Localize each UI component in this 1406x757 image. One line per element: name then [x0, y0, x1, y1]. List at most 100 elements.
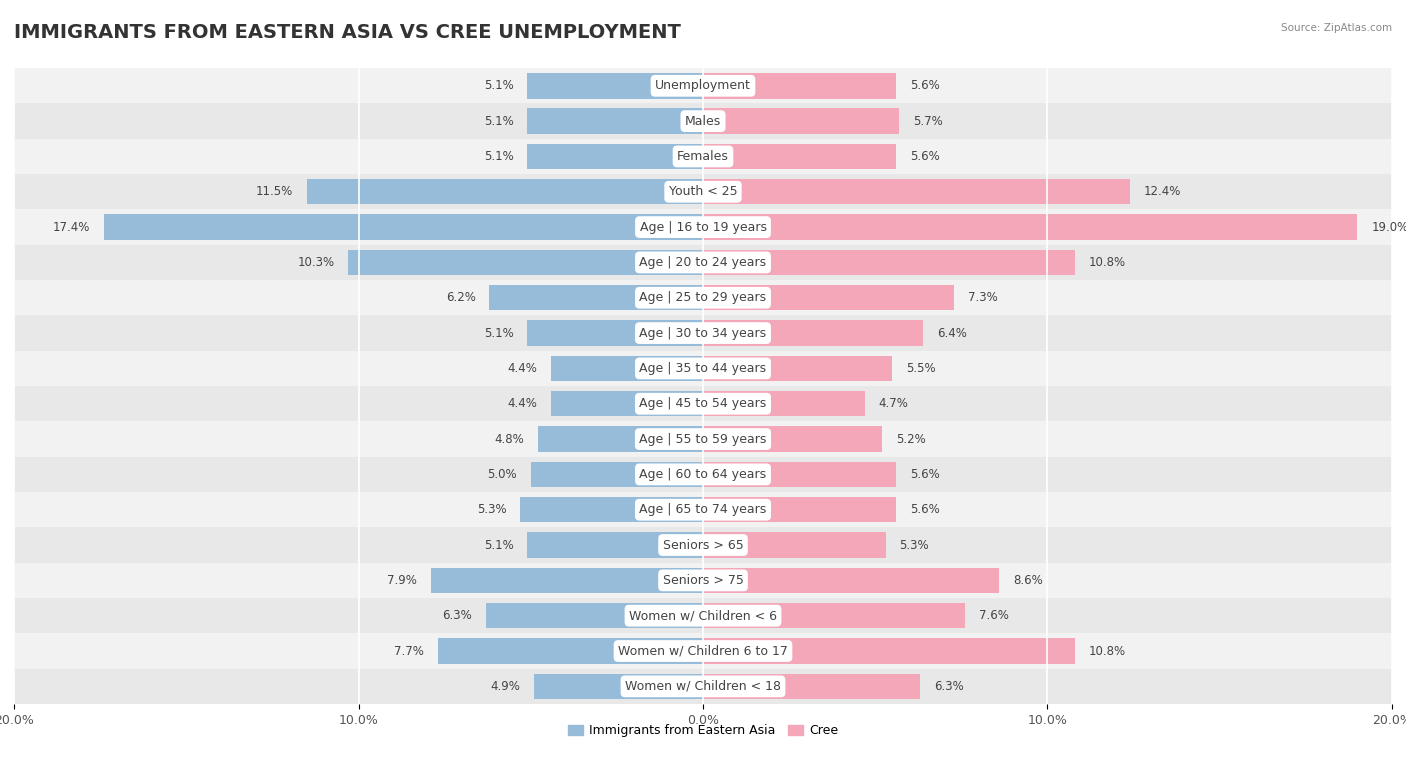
Text: Age | 16 to 19 years: Age | 16 to 19 years — [640, 220, 766, 234]
Bar — [349, 250, 703, 275]
Bar — [703, 426, 882, 452]
Bar — [14, 68, 1392, 104]
Bar — [14, 210, 1392, 245]
Bar — [14, 562, 1392, 598]
Legend: Immigrants from Eastern Asia, Cree: Immigrants from Eastern Asia, Cree — [562, 719, 844, 743]
Bar — [486, 603, 703, 628]
Bar — [14, 174, 1392, 210]
Text: 5.1%: 5.1% — [484, 326, 513, 340]
Text: 5.5%: 5.5% — [907, 362, 936, 375]
Text: Age | 45 to 54 years: Age | 45 to 54 years — [640, 397, 766, 410]
Text: 4.4%: 4.4% — [508, 397, 537, 410]
Text: 5.6%: 5.6% — [910, 79, 939, 92]
Text: 7.3%: 7.3% — [969, 291, 998, 304]
Text: Males: Males — [685, 114, 721, 128]
Bar — [703, 179, 1130, 204]
Bar — [527, 144, 703, 169]
Bar — [703, 285, 955, 310]
Text: 5.1%: 5.1% — [484, 150, 513, 163]
Text: Women w/ Children 6 to 17: Women w/ Children 6 to 17 — [619, 644, 787, 658]
Text: 5.1%: 5.1% — [484, 79, 513, 92]
Text: Seniors > 65: Seniors > 65 — [662, 538, 744, 552]
Bar — [703, 462, 896, 487]
Text: 6.3%: 6.3% — [934, 680, 963, 693]
Bar — [14, 422, 1392, 456]
Bar — [14, 104, 1392, 139]
Bar — [14, 386, 1392, 422]
Text: 4.4%: 4.4% — [508, 362, 537, 375]
Bar — [527, 320, 703, 346]
Bar — [703, 356, 893, 381]
Text: Age | 65 to 74 years: Age | 65 to 74 years — [640, 503, 766, 516]
Text: 7.7%: 7.7% — [394, 644, 425, 658]
Bar — [551, 391, 703, 416]
Bar — [307, 179, 703, 204]
Text: 17.4%: 17.4% — [52, 220, 90, 234]
Bar — [14, 350, 1392, 386]
Text: Seniors > 75: Seniors > 75 — [662, 574, 744, 587]
Text: IMMIGRANTS FROM EASTERN ASIA VS CREE UNEMPLOYMENT: IMMIGRANTS FROM EASTERN ASIA VS CREE UNE… — [14, 23, 681, 42]
Bar — [14, 316, 1392, 350]
Text: Women w/ Children < 6: Women w/ Children < 6 — [628, 609, 778, 622]
Bar — [437, 638, 703, 664]
Bar — [703, 603, 965, 628]
Bar — [430, 568, 703, 593]
Bar — [703, 568, 1000, 593]
Text: Females: Females — [678, 150, 728, 163]
Text: 5.1%: 5.1% — [484, 114, 513, 128]
Text: 10.3%: 10.3% — [297, 256, 335, 269]
Text: 5.6%: 5.6% — [910, 503, 939, 516]
Bar — [14, 280, 1392, 316]
Bar — [527, 532, 703, 558]
Bar — [520, 497, 703, 522]
Text: Age | 20 to 24 years: Age | 20 to 24 years — [640, 256, 766, 269]
Bar — [527, 73, 703, 98]
Text: 10.8%: 10.8% — [1088, 644, 1126, 658]
Text: 5.1%: 5.1% — [484, 538, 513, 552]
Bar — [534, 674, 703, 699]
Text: 5.3%: 5.3% — [477, 503, 506, 516]
Bar — [104, 214, 703, 240]
Text: 4.9%: 4.9% — [491, 680, 520, 693]
Text: 10.8%: 10.8% — [1088, 256, 1126, 269]
Bar — [14, 528, 1392, 562]
Text: 6.3%: 6.3% — [443, 609, 472, 622]
Bar — [527, 108, 703, 134]
Text: 7.9%: 7.9% — [387, 574, 418, 587]
Text: Women w/ Children < 18: Women w/ Children < 18 — [626, 680, 780, 693]
Bar — [703, 674, 920, 699]
Bar — [537, 426, 703, 452]
Bar — [703, 638, 1076, 664]
Text: 19.0%: 19.0% — [1371, 220, 1406, 234]
Text: Youth < 25: Youth < 25 — [669, 185, 737, 198]
Bar — [14, 668, 1392, 704]
Text: 4.8%: 4.8% — [494, 432, 524, 446]
Text: 5.0%: 5.0% — [488, 468, 517, 481]
Bar — [14, 456, 1392, 492]
Text: 5.7%: 5.7% — [912, 114, 943, 128]
Text: 8.6%: 8.6% — [1012, 574, 1043, 587]
Bar — [703, 144, 896, 169]
Bar — [703, 250, 1076, 275]
Bar — [551, 356, 703, 381]
Bar — [703, 391, 865, 416]
Text: Age | 60 to 64 years: Age | 60 to 64 years — [640, 468, 766, 481]
Bar — [703, 320, 924, 346]
Text: Age | 55 to 59 years: Age | 55 to 59 years — [640, 432, 766, 446]
Text: 7.6%: 7.6% — [979, 609, 1008, 622]
Bar — [703, 214, 1358, 240]
Bar — [703, 108, 900, 134]
Text: 11.5%: 11.5% — [256, 185, 292, 198]
Text: 4.7%: 4.7% — [879, 397, 908, 410]
Text: 5.6%: 5.6% — [910, 468, 939, 481]
Bar — [14, 634, 1392, 668]
Bar — [703, 532, 886, 558]
Text: Age | 30 to 34 years: Age | 30 to 34 years — [640, 326, 766, 340]
Text: Unemployment: Unemployment — [655, 79, 751, 92]
Text: Age | 35 to 44 years: Age | 35 to 44 years — [640, 362, 766, 375]
Bar — [531, 462, 703, 487]
Bar — [14, 492, 1392, 528]
Text: Source: ZipAtlas.com: Source: ZipAtlas.com — [1281, 23, 1392, 33]
Text: Age | 25 to 29 years: Age | 25 to 29 years — [640, 291, 766, 304]
Text: 6.2%: 6.2% — [446, 291, 475, 304]
